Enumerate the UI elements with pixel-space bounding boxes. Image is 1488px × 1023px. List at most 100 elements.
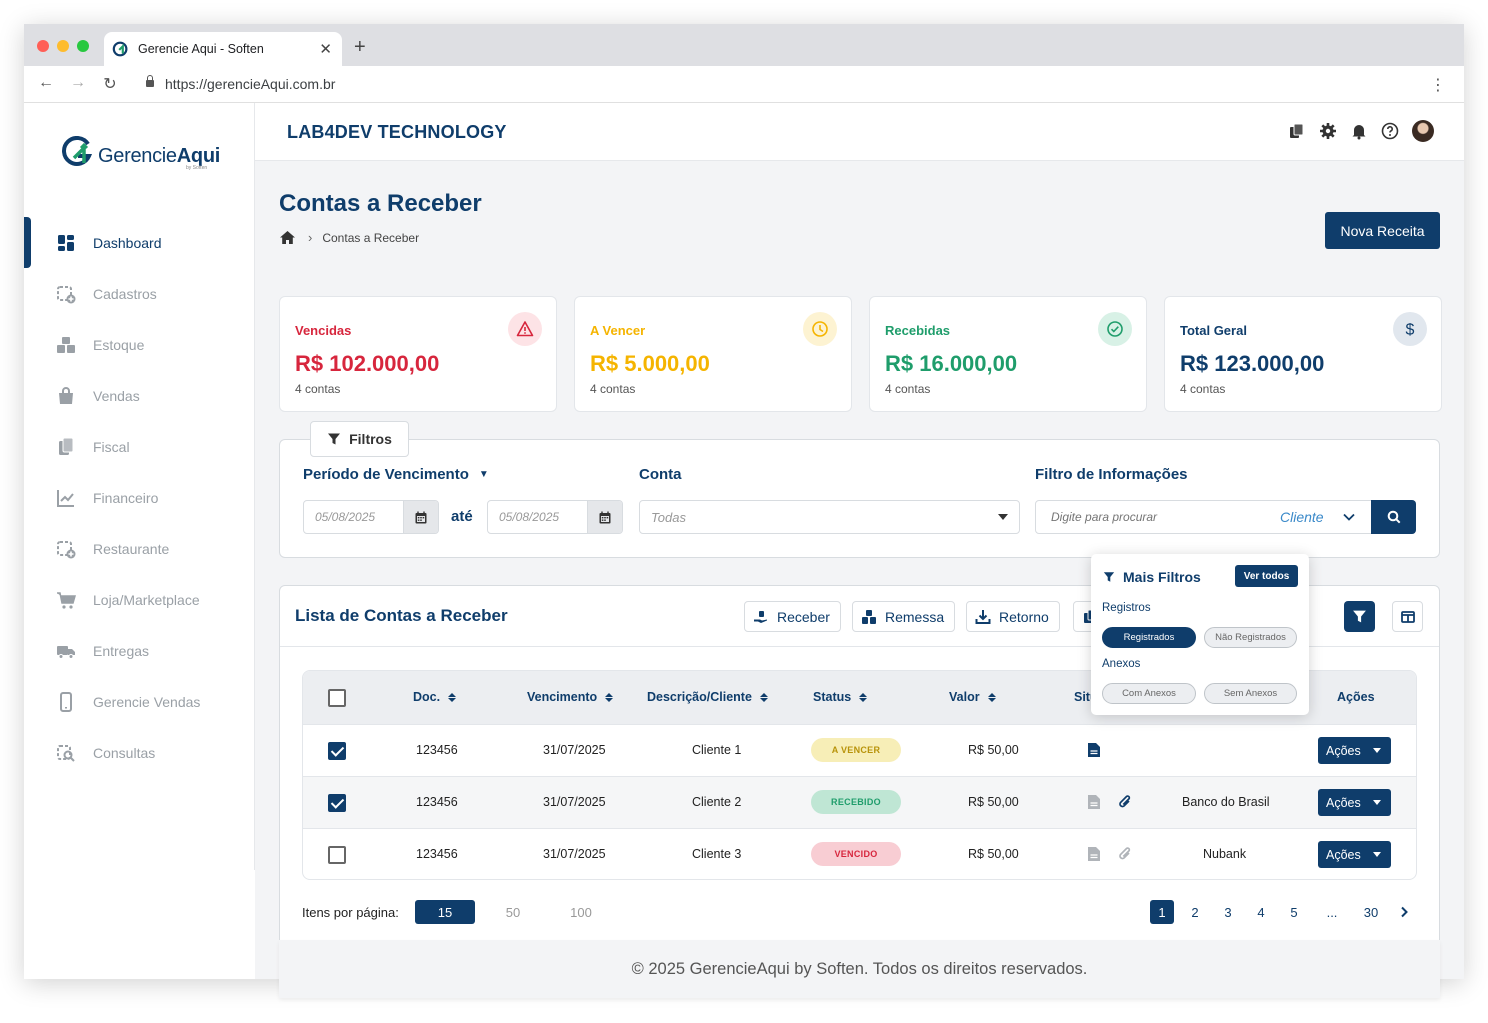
- card-value: R$ 123.000,00: [1180, 351, 1325, 376]
- calendar-icon[interactable]: [403, 501, 438, 533]
- column-doc[interactable]: Doc.: [413, 690, 457, 704]
- sidebar-item-fiscal[interactable]: Fiscal: [24, 421, 255, 472]
- gear-icon[interactable]: [1319, 122, 1337, 140]
- column-descricao[interactable]: Descrição/Cliente: [647, 690, 768, 704]
- check-circle-icon: [1098, 312, 1132, 346]
- nao-registrados-chip[interactable]: Não Registrados: [1204, 627, 1297, 648]
- column-valor[interactable]: Valor: [949, 690, 996, 704]
- page-size-15[interactable]: 15: [415, 900, 475, 924]
- sidebar-item-financeiro[interactable]: Financeiro: [24, 472, 255, 523]
- column-status[interactable]: Status: [813, 690, 868, 704]
- row-checkbox[interactable]: [328, 742, 346, 760]
- page-5[interactable]: 5: [1290, 904, 1298, 920]
- page-size-100[interactable]: 100: [570, 904, 592, 920]
- ver-todos-button[interactable]: Ver todos: [1235, 565, 1298, 587]
- date-from-field[interactable]: [303, 500, 439, 534]
- logo-icon: [62, 136, 93, 166]
- document-icon[interactable]: [1087, 846, 1101, 862]
- sidebar-item-restaurante[interactable]: Restaurante: [24, 523, 255, 574]
- chevron-down-icon[interactable]: [1342, 509, 1356, 525]
- date-to-field[interactable]: [487, 500, 623, 534]
- page-4[interactable]: 4: [1257, 904, 1265, 920]
- row-checkbox[interactable]: [328, 794, 346, 812]
- page-30[interactable]: 30: [1363, 904, 1379, 920]
- card-a-vencer[interactable]: A Vencer R$ 5.000,00 4 contas: [574, 296, 852, 412]
- remessa-label: Remessa: [885, 608, 945, 625]
- filters-tab[interactable]: Filtros: [310, 421, 409, 457]
- page-3[interactable]: 3: [1224, 904, 1232, 920]
- remessa-button[interactable]: Remessa: [852, 601, 956, 632]
- search-input[interactable]: [1036, 501, 1261, 533]
- page-2[interactable]: 2: [1191, 904, 1199, 920]
- com-anexos-chip[interactable]: Com Anexos: [1102, 683, 1196, 704]
- conta-select[interactable]: Todas: [639, 500, 1020, 534]
- columns-button[interactable]: [1392, 601, 1423, 632]
- card-total-geral[interactable]: Total Geral R$ 123.000,00 4 contas $: [1164, 296, 1442, 412]
- avatar[interactable]: [1412, 120, 1434, 142]
- search-icon: [1387, 510, 1400, 524]
- period-label[interactable]: Período de Vencimento ▼: [303, 466, 489, 483]
- sidebar-item-dashboard[interactable]: Dashboard: [24, 217, 255, 268]
- logo-by: by Soften: [186, 165, 208, 171]
- column-label: Descrição/Cliente: [647, 690, 752, 704]
- maximize-window-button[interactable]: [77, 40, 89, 52]
- more-filters-button[interactable]: [1344, 601, 1375, 632]
- sidebar-item-vendas[interactable]: Vendas: [24, 370, 255, 421]
- sidebar-item-entregas[interactable]: Entregas: [24, 625, 255, 676]
- column-vencimento[interactable]: Vencimento: [527, 690, 614, 704]
- logo-text: GerencieAqui: [98, 145, 220, 167]
- acoes-button[interactable]: Ações: [1318, 789, 1391, 816]
- date-to-input[interactable]: [488, 501, 588, 533]
- new-tab-button[interactable]: +: [354, 36, 366, 58]
- page-1[interactable]: 1: [1150, 900, 1174, 924]
- card-recebidas[interactable]: Recebidas R$ 16.000,00 4 contas: [869, 296, 1147, 412]
- sem-anexos-chip[interactable]: Sem Anexos: [1204, 683, 1297, 704]
- close-window-button[interactable]: [37, 40, 49, 52]
- paperclip-icon[interactable]: [1118, 846, 1132, 862]
- retorno-button[interactable]: Retorno: [966, 601, 1060, 632]
- table-row[interactable]: 123456 31/07/2025 Cliente 3 VENCIDO R$ 5…: [303, 828, 1416, 879]
- document-icon[interactable]: [1087, 794, 1101, 810]
- back-icon[interactable]: ←: [38, 74, 54, 91]
- sidebar-item-cadastros[interactable]: Cadastros: [24, 268, 255, 319]
- select-all-checkbox[interactable]: [328, 689, 346, 707]
- page-size-50[interactable]: 50: [505, 904, 521, 920]
- date-from-input[interactable]: [304, 501, 404, 533]
- bell-icon[interactable]: [1350, 122, 1368, 140]
- cell-doc: 123456: [416, 847, 458, 861]
- search-button[interactable]: [1371, 500, 1416, 534]
- anexos-label: Anexos: [1102, 658, 1141, 670]
- help-icon[interactable]: [1381, 122, 1399, 140]
- document-icon[interactable]: [1087, 742, 1101, 758]
- calendar-icon[interactable]: [587, 501, 622, 533]
- row-checkbox[interactable]: [328, 846, 346, 864]
- nova-receita-button[interactable]: Nova Receita: [1325, 212, 1440, 249]
- sidebar-item-gerencie-vendas[interactable]: Gerencie Vendas: [24, 676, 255, 727]
- forward-icon[interactable]: →: [70, 74, 86, 91]
- logo[interactable]: GerencieAqui by Soften: [62, 136, 220, 171]
- sidebar-item-loja-marketplace[interactable]: Loja/Marketplace: [24, 574, 255, 625]
- copy-icon[interactable]: [1288, 122, 1306, 140]
- next-page-icon[interactable]: [1392, 900, 1416, 924]
- browser-menu-icon[interactable]: ⋮: [1430, 77, 1446, 94]
- receive-icon: [754, 610, 767, 623]
- reload-icon[interactable]: ↻: [103, 76, 117, 93]
- table-row[interactable]: 123456 31/07/2025 Cliente 2 RECEBIDO R$ …: [303, 776, 1416, 828]
- minimize-window-button[interactable]: [57, 40, 69, 52]
- sidebar-item-consultas[interactable]: Consultas: [24, 727, 255, 778]
- sidebar-item-estoque[interactable]: Estoque: [24, 319, 255, 370]
- url-field[interactable]: https://gerencieAqui.com.br: [165, 76, 336, 92]
- paperclip-icon[interactable]: [1118, 794, 1132, 810]
- table-row[interactable]: 123456 31/07/2025 Cliente 1 A VENCER R$ …: [303, 724, 1416, 776]
- card-vencidas[interactable]: Vencidas R$ 102.000,00 4 contas: [279, 296, 557, 412]
- sort-icon: [605, 692, 614, 702]
- close-tab-icon[interactable]: ✕: [319, 41, 332, 58]
- registrados-chip[interactable]: Registrados: [1102, 627, 1196, 648]
- acoes-button[interactable]: Ações: [1318, 737, 1391, 764]
- acoes-button[interactable]: Ações: [1318, 841, 1391, 868]
- tab-strip: Gerencie Aqui - Soften ✕ +: [24, 24, 1464, 66]
- search-type-select[interactable]: Cliente: [1280, 509, 1324, 525]
- receber-button[interactable]: Receber: [744, 601, 841, 632]
- browser-tab[interactable]: Gerencie Aqui - Soften ✕: [104, 32, 342, 66]
- home-icon[interactable]: [279, 230, 296, 245]
